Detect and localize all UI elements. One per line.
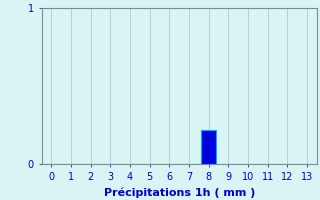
Bar: [201, 130, 216, 164]
X-axis label: Précipitations 1h ( mm ): Précipitations 1h ( mm ): [103, 187, 255, 198]
